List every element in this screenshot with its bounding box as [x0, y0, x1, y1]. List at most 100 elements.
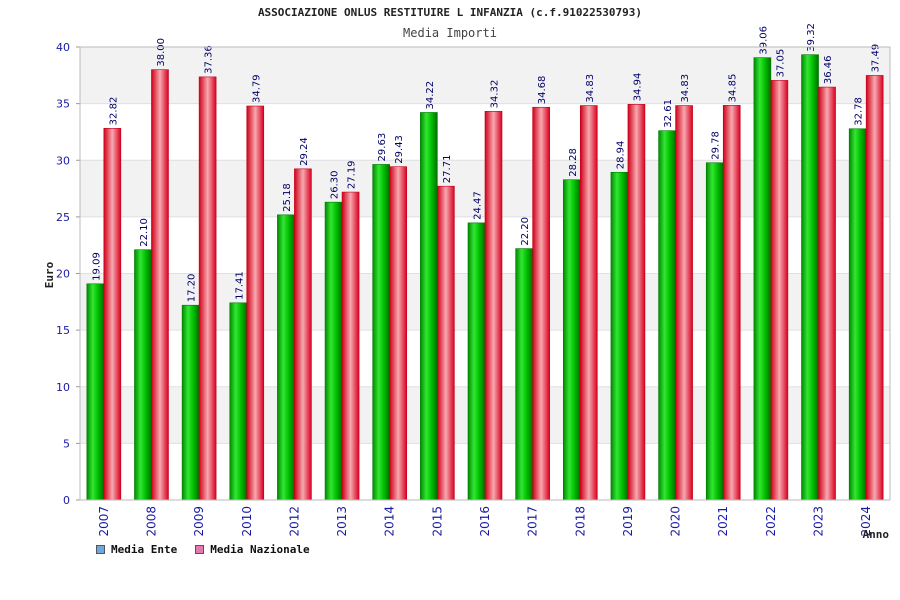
x-tick-label: 2008	[144, 506, 158, 537]
bar-media-nazionale-2013	[341, 191, 360, 501]
x-axis-ticks: 2007 2008 2009 2010 2012 2013 2014 2015 2016 2017…	[97, 506, 873, 537]
value-labels: 19.09 32.82 22.10 38.00 17.20 37.36 17.41 34.79…	[91, 23, 881, 302]
bar-media-nazionale-2017	[532, 106, 550, 501]
value-label: 17.20	[187, 274, 198, 303]
y-tick-label: 10	[56, 381, 70, 394]
y-tick-label: 5	[63, 437, 70, 450]
bar-media-ente-2008	[134, 249, 152, 501]
value-label: 36.46	[823, 55, 834, 84]
bar-media-nazionale-2019	[627, 104, 646, 501]
legend-item-media-nazionale: Media Nazionale	[195, 543, 310, 556]
x-tick-label: 2018	[573, 506, 587, 537]
x-tick-label: 2019	[621, 506, 635, 537]
value-label: 34.32	[490, 80, 501, 109]
value-label: 22.20	[520, 217, 531, 246]
value-label: 27.19	[347, 160, 358, 189]
bar-media-ente-2014	[372, 164, 391, 501]
y-tick-label: 25	[56, 211, 70, 224]
bar-media-ente-2009	[181, 304, 200, 501]
legend: Media Ente Media Nazionale	[96, 543, 310, 556]
legend-label-media-nazionale: Media Nazionale	[210, 543, 310, 556]
bar-media-ente-2024	[848, 128, 867, 501]
value-label: 29.78	[711, 131, 722, 160]
bar-media-nazionale-2020	[675, 105, 693, 501]
bar-media-ente-2022	[753, 57, 772, 501]
bar-media-nazionale-2023	[818, 86, 836, 501]
value-label: 32.61	[663, 99, 674, 128]
value-label: 37.49	[871, 44, 882, 73]
x-tick-label: 2007	[97, 506, 111, 537]
chart-title: ASSOCIAZIONE ONLUS RESTITUIRE L INFANZIA…	[258, 6, 642, 19]
value-label: 22.10	[139, 218, 150, 247]
x-tick-label: 2022	[764, 506, 778, 537]
bar-media-nazionale-2012	[294, 168, 312, 501]
legend-item-media-ente: Media Ente	[96, 543, 177, 556]
x-tick-label: 2009	[192, 506, 206, 537]
bar-media-ente-2017	[515, 248, 533, 501]
bar-media-ente-2020	[658, 130, 676, 501]
bar-media-nazionale-2014	[389, 166, 408, 501]
legend-swatch-media-nazionale	[195, 545, 205, 554]
value-label: 37.36	[204, 45, 215, 74]
value-label: 39.32	[806, 23, 817, 52]
bar-media-ente-2012	[277, 214, 295, 501]
bar-media-ente-2015	[420, 112, 438, 501]
x-tick-label: 2023	[812, 506, 826, 537]
value-label: 29.43	[394, 135, 405, 164]
x-tick-label: 2021	[716, 506, 730, 537]
y-tick-label: 40	[56, 41, 70, 54]
bar-media-nazionale-2015	[437, 185, 455, 501]
y-tick-label: 0	[63, 494, 70, 507]
value-label: 28.28	[568, 148, 579, 177]
value-label: 37.05	[775, 49, 786, 78]
bar-media-ente-2016	[467, 222, 486, 501]
value-label: 29.63	[377, 133, 388, 162]
bar-media-nazionale-2016	[484, 111, 503, 501]
y-tick-label: 15	[56, 324, 70, 337]
value-label: 34.68	[537, 76, 548, 105]
bar-media-ente-2021	[705, 162, 724, 501]
x-tick-label: 2020	[669, 506, 683, 537]
x-tick-label: 2010	[240, 506, 254, 537]
bars	[86, 54, 884, 501]
value-label: 27.71	[442, 155, 453, 184]
value-label: 28.94	[615, 141, 626, 170]
plot-border	[79, 46, 891, 501]
legend-label-media-ente: Media Ente	[111, 543, 178, 556]
bar-media-nazionale-2010	[246, 105, 265, 501]
value-label: 34.79	[251, 74, 262, 103]
bar-media-nazionale-2018	[579, 105, 598, 501]
bar-media-nazionale-2007	[103, 128, 122, 501]
value-label: 29.24	[299, 137, 310, 166]
x-tick-label: 2017	[526, 506, 540, 537]
value-label: 39.06	[758, 26, 769, 55]
value-label: 34.22	[425, 81, 436, 110]
value-label: 34.83	[585, 74, 596, 103]
value-label: 34.85	[728, 74, 739, 103]
x-axis-label: Anno	[863, 528, 890, 541]
value-label: 34.83	[680, 74, 691, 103]
bar-media-ente-2013	[324, 201, 343, 501]
value-label: 38.00	[156, 38, 167, 67]
bar-media-nazionale-2009	[198, 76, 217, 501]
y-axis-label: Euro	[43, 261, 56, 288]
y-axis-ticks: 0 5 10 15 20 25 30 35 40	[56, 41, 80, 507]
chart-subtitle: Media Importi	[403, 26, 497, 40]
value-label: 17.41	[234, 271, 245, 300]
bar-media-ente-2010	[229, 302, 248, 501]
y-tick-label: 30	[56, 154, 70, 167]
bar-media-ente-2019	[610, 171, 629, 501]
x-tick-label: 2015	[430, 506, 444, 537]
value-label: 19.09	[91, 252, 102, 281]
bar-media-ente-2007	[86, 283, 105, 501]
bar-media-nazionale-2021	[722, 105, 741, 501]
x-tick-label: 2012	[287, 506, 301, 537]
value-label: 25.18	[282, 183, 293, 212]
value-label: 26.30	[330, 171, 341, 200]
bar-media-nazionale-2022	[770, 80, 789, 501]
bar-media-ente-2023	[801, 54, 819, 501]
legend-swatch-media-ente	[96, 545, 105, 554]
bar-media-nazionale-2008	[151, 69, 169, 501]
value-label: 32.82	[108, 97, 119, 126]
